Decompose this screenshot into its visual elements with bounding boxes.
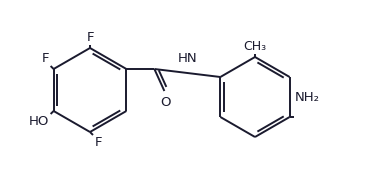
Text: CH₃: CH₃ [243, 40, 266, 53]
Text: O: O [160, 96, 171, 109]
Text: F: F [86, 31, 94, 44]
Text: NH₂: NH₂ [295, 90, 320, 103]
Text: F: F [95, 136, 102, 149]
Text: F: F [42, 52, 50, 65]
Text: HO: HO [28, 115, 48, 128]
Text: HN: HN [178, 52, 197, 65]
